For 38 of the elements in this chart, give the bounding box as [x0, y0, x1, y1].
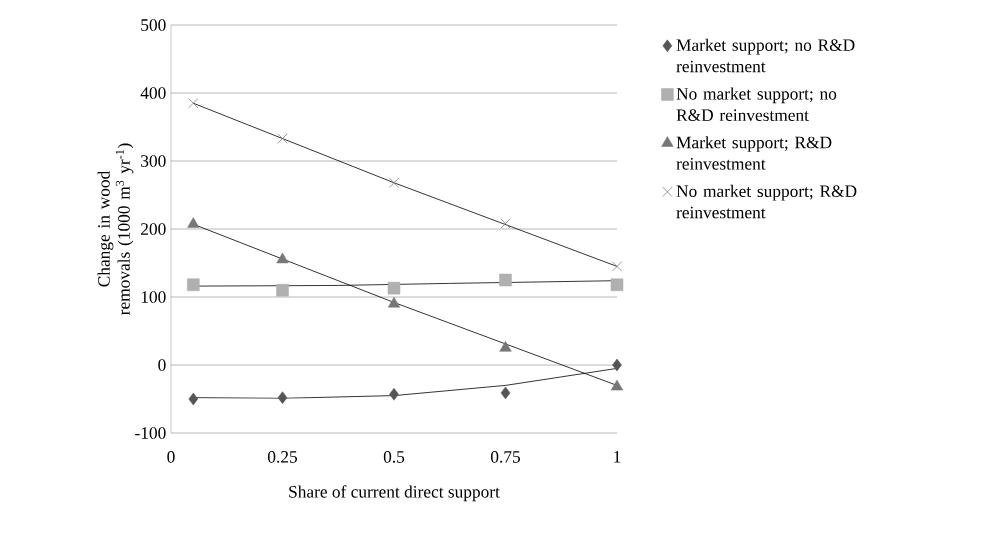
y-tick-label: 0	[158, 359, 166, 371]
point	[188, 392, 199, 406]
y-tick-label: 200	[141, 223, 166, 235]
point	[276, 283, 289, 297]
point	[499, 273, 512, 287]
y-axis-title: Change in wood removals (1000 m$^{3}$ yr$^{-1}$)	[97, 143, 134, 315]
y-tick-label: 500	[141, 19, 166, 31]
x-tick-label: 0.5	[383, 451, 405, 463]
y-tick-label: 100	[141, 291, 166, 303]
point	[611, 261, 623, 272]
legend-label: Market support; no R&D reinvestment	[676, 38, 855, 73]
point	[387, 296, 401, 308]
point	[610, 278, 624, 292]
point	[500, 218, 511, 229]
x-tick-label: 0	[167, 451, 175, 463]
point	[188, 98, 199, 109]
point	[389, 387, 399, 401]
x-tick-label: 0.25	[268, 451, 297, 463]
x-tick-label: 0.75	[491, 451, 520, 463]
x-tick-label: 1	[614, 451, 621, 463]
legend-label: No market support; no R&D reinvestment	[676, 87, 837, 121]
legend-label: No market support; R&D reinvestment	[676, 184, 857, 219]
y-tick-label: 400	[140, 87, 166, 99]
point	[187, 278, 200, 292]
point	[388, 177, 400, 188]
point	[387, 281, 401, 295]
x-axis-title: Share of current direct support	[289, 485, 500, 502]
point	[500, 386, 511, 400]
point	[499, 341, 512, 352]
point	[276, 252, 289, 264]
legend-label: Market support; R&D reinvestment	[676, 136, 832, 170]
y-tick-label: -100	[135, 427, 166, 439]
point	[612, 358, 622, 372]
point	[277, 391, 288, 404]
point	[187, 217, 200, 228]
point	[610, 379, 624, 391]
point	[277, 133, 288, 144]
y-tick-label: 300	[141, 155, 166, 167]
